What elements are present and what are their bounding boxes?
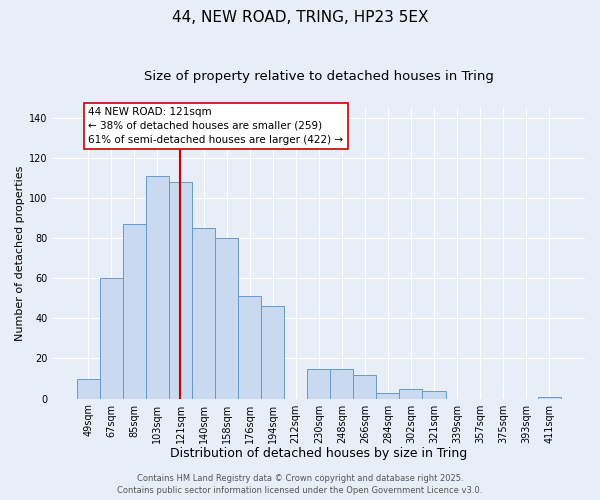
Bar xyxy=(330,368,353,398)
Bar xyxy=(261,306,284,398)
Bar xyxy=(192,228,215,398)
Y-axis label: Number of detached properties: Number of detached properties xyxy=(15,166,25,341)
Text: Contains HM Land Registry data © Crown copyright and database right 2025.
Contai: Contains HM Land Registry data © Crown c… xyxy=(118,474,482,495)
Text: 44, NEW ROAD, TRING, HP23 5EX: 44, NEW ROAD, TRING, HP23 5EX xyxy=(172,10,428,25)
Bar xyxy=(538,396,561,398)
Bar xyxy=(123,224,146,398)
Bar xyxy=(400,388,422,398)
Bar xyxy=(215,238,238,398)
Bar xyxy=(376,392,400,398)
Bar xyxy=(307,368,330,398)
Bar xyxy=(422,390,446,398)
Bar xyxy=(146,176,169,398)
Bar xyxy=(100,278,123,398)
Title: Size of property relative to detached houses in Tring: Size of property relative to detached ho… xyxy=(144,70,494,83)
Bar xyxy=(353,374,376,398)
Bar xyxy=(77,378,100,398)
Bar xyxy=(238,296,261,398)
Text: 44 NEW ROAD: 121sqm
← 38% of detached houses are smaller (259)
61% of semi-detac: 44 NEW ROAD: 121sqm ← 38% of detached ho… xyxy=(88,107,343,145)
X-axis label: Distribution of detached houses by size in Tring: Distribution of detached houses by size … xyxy=(170,447,467,460)
Bar xyxy=(169,182,192,398)
